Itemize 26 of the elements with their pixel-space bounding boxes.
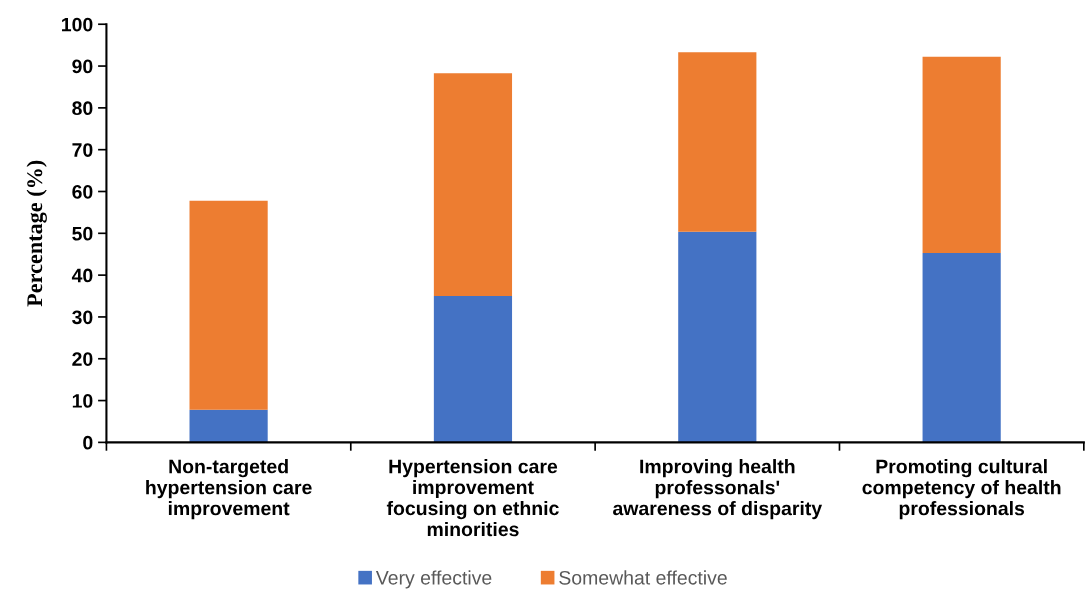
bar — [678, 52, 757, 232]
y-tick-label: 30 — [72, 310, 93, 325]
y-tick-label: 60 — [72, 184, 93, 199]
y-tick-label: 80 — [72, 101, 93, 116]
y-tick-label: 50 — [72, 226, 93, 241]
legend-label: Very effective — [375, 570, 492, 589]
bar — [922, 56, 1001, 253]
bar — [433, 296, 513, 443]
y-tick-label: 0 — [83, 435, 93, 450]
y-tick-label: 70 — [72, 143, 93, 157]
x-tick-label: Improving health professonals' awareness of disparity — [613, 459, 823, 520]
bar — [189, 409, 268, 443]
bar — [189, 200, 268, 410]
x-tick-label: Promoting cultural competency of health professionals — [862, 459, 1061, 520]
bar — [678, 231, 757, 443]
y-tick-label: 90 — [72, 59, 93, 74]
y-tick-label: 10 — [72, 394, 93, 408]
x-tick-label: Non-targeted hypertension care improvement — [146, 459, 312, 520]
y-tick-label: 20 — [72, 352, 93, 366]
y-tick-label: 40 — [71, 268, 93, 283]
y-tick-label: 100 — [62, 17, 93, 32]
bar — [922, 252, 1001, 443]
x-tick-label: Hypertension care improvement focusing on ethnic minorities — [386, 459, 559, 537]
bar — [433, 73, 513, 297]
y-axis-title: Percentage (%) — [26, 160, 47, 307]
legend-label: Somewhat effective — [559, 570, 727, 585]
